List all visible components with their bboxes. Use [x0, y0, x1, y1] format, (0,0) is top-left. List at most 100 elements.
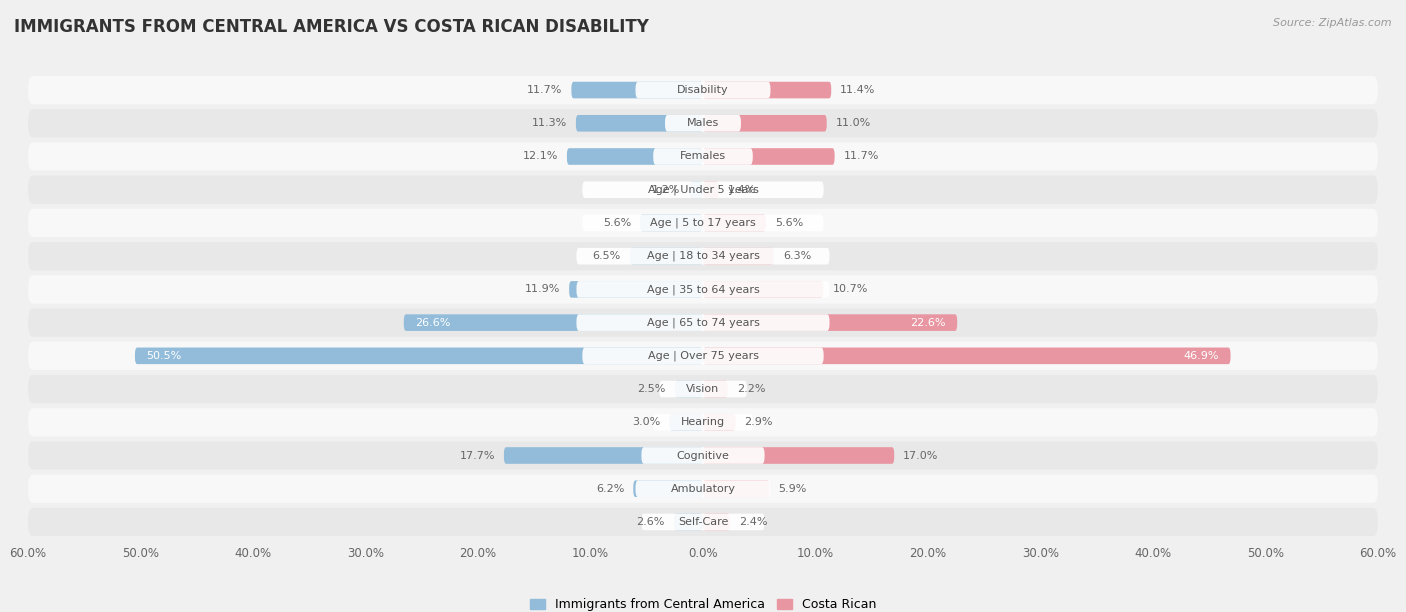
- FancyBboxPatch shape: [576, 115, 703, 132]
- Text: 11.7%: 11.7%: [527, 85, 562, 95]
- Text: Ambulatory: Ambulatory: [671, 483, 735, 494]
- Text: Disability: Disability: [678, 85, 728, 95]
- FancyBboxPatch shape: [630, 248, 703, 264]
- Text: 5.6%: 5.6%: [603, 218, 631, 228]
- Text: 6.3%: 6.3%: [783, 251, 811, 261]
- Text: 6.2%: 6.2%: [596, 483, 624, 494]
- FancyBboxPatch shape: [641, 447, 765, 464]
- Text: 1.2%: 1.2%: [652, 185, 681, 195]
- FancyBboxPatch shape: [582, 181, 824, 198]
- FancyBboxPatch shape: [703, 82, 831, 99]
- Text: 11.4%: 11.4%: [841, 85, 876, 95]
- FancyBboxPatch shape: [703, 414, 735, 431]
- FancyBboxPatch shape: [28, 341, 1378, 370]
- FancyBboxPatch shape: [703, 381, 728, 397]
- FancyBboxPatch shape: [641, 513, 765, 530]
- Text: 12.1%: 12.1%: [523, 152, 558, 162]
- Text: 2.9%: 2.9%: [745, 417, 773, 427]
- FancyBboxPatch shape: [28, 408, 1378, 436]
- FancyBboxPatch shape: [28, 242, 1378, 271]
- Text: 2.6%: 2.6%: [637, 517, 665, 527]
- FancyBboxPatch shape: [28, 143, 1378, 171]
- FancyBboxPatch shape: [703, 348, 1230, 364]
- FancyBboxPatch shape: [640, 215, 703, 231]
- FancyBboxPatch shape: [404, 315, 703, 331]
- FancyBboxPatch shape: [675, 381, 703, 397]
- Text: 26.6%: 26.6%: [415, 318, 450, 327]
- FancyBboxPatch shape: [28, 441, 1378, 469]
- FancyBboxPatch shape: [665, 115, 741, 132]
- Text: Females: Females: [681, 152, 725, 162]
- Text: 11.3%: 11.3%: [531, 118, 567, 129]
- FancyBboxPatch shape: [636, 480, 770, 497]
- Text: 46.9%: 46.9%: [1184, 351, 1219, 361]
- Text: Vision: Vision: [686, 384, 720, 394]
- FancyBboxPatch shape: [28, 76, 1378, 104]
- FancyBboxPatch shape: [28, 209, 1378, 237]
- Text: 11.7%: 11.7%: [844, 152, 879, 162]
- FancyBboxPatch shape: [576, 248, 830, 264]
- Text: 3.0%: 3.0%: [633, 417, 661, 427]
- FancyBboxPatch shape: [28, 375, 1378, 403]
- FancyBboxPatch shape: [703, 447, 894, 464]
- Text: 2.4%: 2.4%: [740, 517, 768, 527]
- Text: Age | Over 75 years: Age | Over 75 years: [648, 351, 758, 361]
- FancyBboxPatch shape: [633, 480, 703, 497]
- Text: Age | 5 to 17 years: Age | 5 to 17 years: [650, 218, 756, 228]
- Legend: Immigrants from Central America, Costa Rican: Immigrants from Central America, Costa R…: [524, 593, 882, 612]
- Text: 11.9%: 11.9%: [524, 285, 560, 294]
- FancyBboxPatch shape: [576, 315, 830, 331]
- FancyBboxPatch shape: [703, 248, 773, 264]
- FancyBboxPatch shape: [703, 513, 730, 530]
- FancyBboxPatch shape: [582, 348, 824, 364]
- Text: 2.2%: 2.2%: [737, 384, 765, 394]
- FancyBboxPatch shape: [28, 109, 1378, 138]
- FancyBboxPatch shape: [503, 447, 703, 464]
- Text: 6.5%: 6.5%: [593, 251, 621, 261]
- FancyBboxPatch shape: [703, 181, 718, 198]
- Text: IMMIGRANTS FROM CENTRAL AMERICA VS COSTA RICAN DISABILITY: IMMIGRANTS FROM CENTRAL AMERICA VS COSTA…: [14, 18, 650, 36]
- FancyBboxPatch shape: [28, 308, 1378, 337]
- FancyBboxPatch shape: [703, 215, 766, 231]
- FancyBboxPatch shape: [703, 148, 835, 165]
- Text: Age | 35 to 64 years: Age | 35 to 64 years: [647, 284, 759, 294]
- Text: Age | 65 to 74 years: Age | 65 to 74 years: [647, 318, 759, 328]
- FancyBboxPatch shape: [654, 414, 752, 431]
- Text: Hearing: Hearing: [681, 417, 725, 427]
- Text: 5.6%: 5.6%: [775, 218, 803, 228]
- Text: Source: ZipAtlas.com: Source: ZipAtlas.com: [1274, 18, 1392, 28]
- FancyBboxPatch shape: [703, 281, 824, 297]
- FancyBboxPatch shape: [28, 475, 1378, 503]
- FancyBboxPatch shape: [703, 480, 769, 497]
- Text: Age | 18 to 34 years: Age | 18 to 34 years: [647, 251, 759, 261]
- Text: 11.0%: 11.0%: [835, 118, 870, 129]
- FancyBboxPatch shape: [636, 82, 770, 99]
- FancyBboxPatch shape: [703, 315, 957, 331]
- Text: 1.4%: 1.4%: [728, 185, 756, 195]
- Text: 22.6%: 22.6%: [911, 318, 946, 327]
- Text: Males: Males: [688, 118, 718, 129]
- Text: 10.7%: 10.7%: [832, 285, 868, 294]
- FancyBboxPatch shape: [28, 275, 1378, 304]
- FancyBboxPatch shape: [28, 508, 1378, 536]
- FancyBboxPatch shape: [669, 414, 703, 431]
- FancyBboxPatch shape: [135, 348, 703, 364]
- FancyBboxPatch shape: [576, 281, 830, 297]
- Text: Self-Care: Self-Care: [678, 517, 728, 527]
- Text: 17.7%: 17.7%: [460, 450, 495, 460]
- FancyBboxPatch shape: [689, 181, 703, 198]
- FancyBboxPatch shape: [582, 215, 824, 231]
- Text: 2.5%: 2.5%: [637, 384, 666, 394]
- FancyBboxPatch shape: [673, 513, 703, 530]
- Text: Cognitive: Cognitive: [676, 450, 730, 460]
- FancyBboxPatch shape: [703, 115, 827, 132]
- FancyBboxPatch shape: [569, 281, 703, 297]
- Text: Age | Under 5 years: Age | Under 5 years: [648, 184, 758, 195]
- FancyBboxPatch shape: [567, 148, 703, 165]
- Text: 5.9%: 5.9%: [779, 483, 807, 494]
- Text: 50.5%: 50.5%: [146, 351, 181, 361]
- FancyBboxPatch shape: [28, 176, 1378, 204]
- FancyBboxPatch shape: [571, 82, 703, 99]
- FancyBboxPatch shape: [654, 148, 752, 165]
- FancyBboxPatch shape: [659, 381, 747, 397]
